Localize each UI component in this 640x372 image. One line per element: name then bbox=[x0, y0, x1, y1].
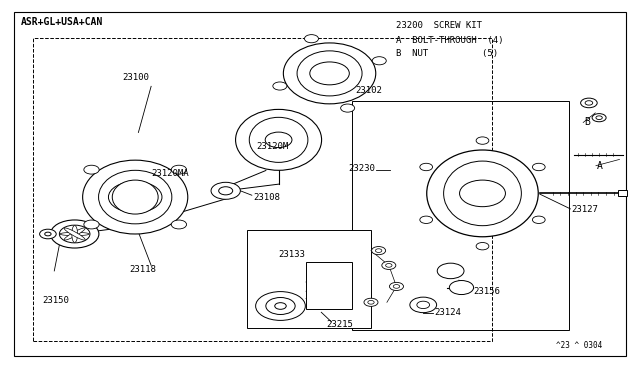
Circle shape bbox=[60, 225, 90, 243]
Circle shape bbox=[460, 180, 506, 207]
Circle shape bbox=[390, 282, 403, 291]
Circle shape bbox=[40, 229, 56, 239]
Circle shape bbox=[420, 216, 433, 224]
Circle shape bbox=[310, 62, 349, 85]
Text: 23215: 23215 bbox=[326, 320, 353, 329]
Text: 23156: 23156 bbox=[473, 287, 500, 296]
Circle shape bbox=[394, 285, 399, 288]
Circle shape bbox=[84, 220, 99, 229]
Circle shape bbox=[476, 243, 489, 250]
Ellipse shape bbox=[112, 180, 158, 214]
Text: 23108: 23108 bbox=[253, 193, 280, 202]
Text: B  NUT          (5): B NUT (5) bbox=[396, 49, 499, 58]
Text: B: B bbox=[584, 118, 590, 128]
Ellipse shape bbox=[236, 109, 321, 170]
Circle shape bbox=[532, 216, 545, 224]
Ellipse shape bbox=[64, 228, 85, 240]
Circle shape bbox=[364, 298, 378, 307]
Ellipse shape bbox=[249, 117, 308, 162]
Circle shape bbox=[417, 301, 429, 309]
Circle shape bbox=[585, 101, 593, 105]
Circle shape bbox=[592, 113, 606, 122]
Text: A  BOLT-THROUGH  (4): A BOLT-THROUGH (4) bbox=[396, 36, 504, 45]
Circle shape bbox=[376, 249, 382, 253]
Circle shape bbox=[372, 57, 387, 65]
Circle shape bbox=[45, 232, 51, 236]
Ellipse shape bbox=[83, 160, 188, 234]
Ellipse shape bbox=[427, 150, 538, 237]
Ellipse shape bbox=[64, 228, 85, 240]
Ellipse shape bbox=[99, 170, 172, 224]
Text: 23102: 23102 bbox=[355, 86, 382, 95]
Text: 23120M: 23120M bbox=[256, 142, 289, 151]
Circle shape bbox=[382, 261, 396, 269]
Circle shape bbox=[420, 163, 433, 171]
Bar bbox=[352, 101, 568, 330]
Circle shape bbox=[368, 301, 374, 304]
Text: 23150: 23150 bbox=[43, 296, 70, 305]
Circle shape bbox=[340, 104, 355, 112]
Text: 23118: 23118 bbox=[129, 264, 156, 273]
Ellipse shape bbox=[297, 51, 362, 96]
Circle shape bbox=[275, 303, 286, 310]
Text: 23200  SCREW KIT: 23200 SCREW KIT bbox=[396, 21, 483, 30]
Circle shape bbox=[532, 163, 545, 171]
Text: ASR+GL+USA+CAN: ASR+GL+USA+CAN bbox=[20, 17, 103, 27]
Circle shape bbox=[108, 182, 162, 212]
Circle shape bbox=[410, 297, 436, 312]
Circle shape bbox=[596, 116, 602, 119]
Circle shape bbox=[437, 263, 464, 279]
Circle shape bbox=[580, 98, 597, 108]
Ellipse shape bbox=[284, 43, 376, 104]
Text: A: A bbox=[597, 161, 603, 171]
Circle shape bbox=[219, 187, 233, 195]
Ellipse shape bbox=[60, 232, 90, 235]
Bar bbox=[33, 38, 492, 341]
Ellipse shape bbox=[72, 225, 77, 243]
Circle shape bbox=[68, 230, 82, 238]
Text: 23127: 23127 bbox=[572, 205, 598, 215]
Circle shape bbox=[372, 247, 386, 255]
Circle shape bbox=[172, 165, 186, 174]
Circle shape bbox=[172, 220, 186, 229]
Circle shape bbox=[449, 280, 474, 295]
Circle shape bbox=[386, 263, 392, 267]
Circle shape bbox=[266, 298, 295, 314]
Circle shape bbox=[273, 82, 287, 90]
Text: 23133: 23133 bbox=[278, 250, 305, 259]
Circle shape bbox=[84, 165, 99, 174]
Circle shape bbox=[265, 132, 292, 148]
Circle shape bbox=[476, 137, 489, 144]
Circle shape bbox=[211, 182, 241, 199]
Circle shape bbox=[305, 35, 319, 43]
Text: 23124: 23124 bbox=[435, 308, 461, 317]
Text: 23230: 23230 bbox=[349, 164, 376, 173]
Text: ^23 ^ 0304: ^23 ^ 0304 bbox=[556, 341, 602, 350]
Ellipse shape bbox=[444, 161, 522, 226]
Bar bbox=[618, 190, 627, 196]
Text: 23100: 23100 bbox=[122, 73, 149, 81]
Text: 23120MA: 23120MA bbox=[151, 169, 189, 177]
Circle shape bbox=[255, 292, 305, 320]
Circle shape bbox=[51, 220, 99, 248]
Bar bbox=[246, 230, 371, 328]
Bar bbox=[306, 262, 352, 309]
